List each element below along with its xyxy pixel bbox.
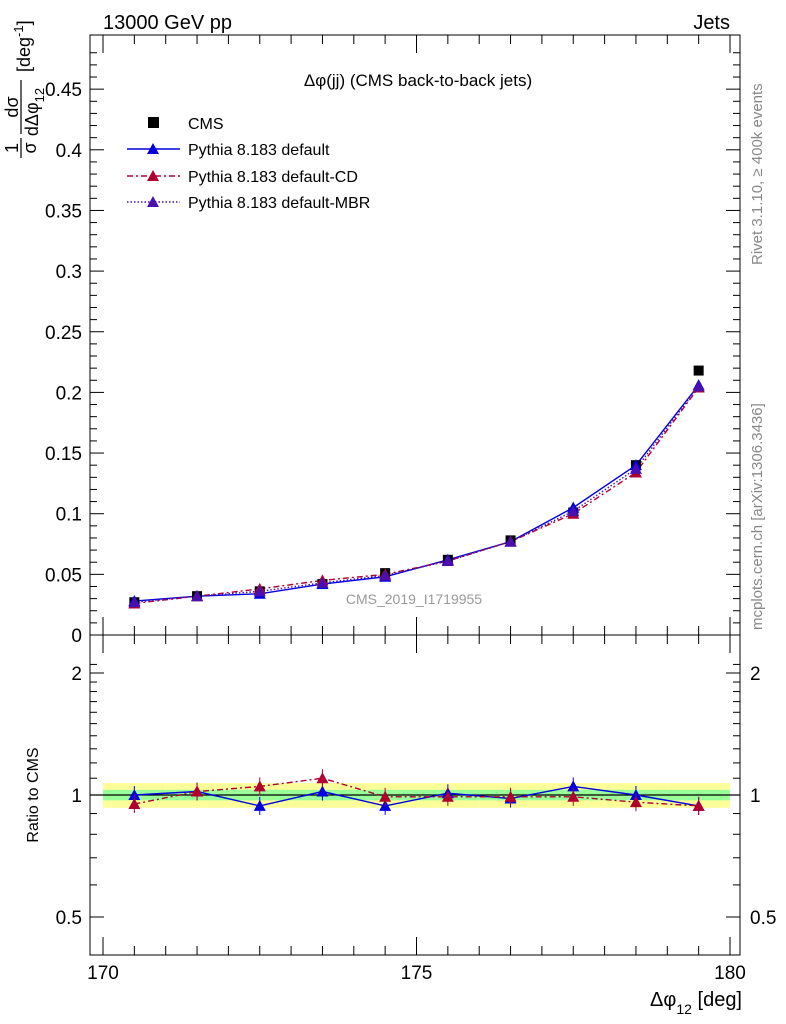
main-ytick-label: 0.25 — [45, 323, 82, 344]
ylabel-units: [deg-1] — [11, 20, 34, 72]
main-ytick-label: 0.45 — [45, 80, 82, 101]
main-ytick-label: 0 — [71, 626, 82, 647]
ylabel-fraction-one-den: σ — [20, 142, 40, 153]
analysis-watermark: CMS_2019_I1719955 — [346, 591, 482, 607]
ratio-ytick-label-right: 2 — [750, 664, 761, 685]
ratio-xtick-label: 170 — [87, 963, 119, 984]
main-y-axis-label: 1 σ dσ dΔφ12 [deg-1] — [2, 20, 47, 158]
ratio-ytick-label-right: 0.5 — [750, 908, 776, 929]
ratio-point-cd — [191, 785, 204, 797]
ratio-xtick-label: 180 — [714, 963, 746, 984]
ratio-ytick-label: 0.5 — [56, 908, 82, 929]
ylabel-fraction-dsigma: dσ — [2, 96, 22, 117]
legend-label-default: Pythia 8.183 default — [188, 142, 330, 159]
main-point-cms — [693, 365, 704, 376]
legend-marker-mbr — [147, 196, 159, 207]
ratio-ytick-label-right: 1 — [750, 786, 761, 807]
main-line-mbr — [134, 385, 700, 603]
main-point-mbr — [441, 555, 454, 567]
main-point-mbr — [629, 462, 642, 474]
ratio-ytick-label: 1 — [71, 786, 82, 807]
main-series-layer — [128, 365, 705, 609]
header-energy-label: 13000 GeV pp — [103, 12, 232, 34]
main-ytick-label: 0.2 — [56, 383, 82, 404]
main-ytick-label: 0.15 — [45, 444, 82, 465]
main-title: Δφ(jj) (CMS back-to-back jets) — [304, 71, 532, 90]
ratio-ytick-label: 2 — [71, 664, 82, 685]
main-line-cd — [134, 387, 700, 605]
ratio-xtick-label: 175 — [401, 963, 433, 984]
ratio-point-default — [567, 780, 580, 792]
ratio-panel: 0.5 0.5 1 1 2 2 170 175 180 Ratio to CMS Δφ12 [d… — [25, 634, 776, 1017]
ratio-point-cd — [629, 796, 642, 808]
ratio-axis-ticks: 0.5 0.5 1 1 2 2 170 175 180 — [56, 635, 776, 984]
main-ytick-label: 0.4 — [56, 141, 83, 162]
main-axis-ticks: 0 0.05 0.1 0.15 0.2 0.25 0.3 0.35 0.4 0.45 — [45, 35, 740, 647]
legend-label-cd: Pythia 8.183 default-CD — [188, 169, 358, 186]
ratio-point-cd — [504, 790, 517, 802]
main-ytick-label: 0.35 — [45, 201, 82, 222]
ratio-point-cd — [441, 790, 454, 802]
ratio-point-default — [253, 799, 266, 811]
main-panel: 0 0.05 0.1 0.15 0.2 0.25 0.3 0.35 0.4 0.45 Δφ(jj)… — [2, 20, 741, 647]
ratio-line-default — [134, 785, 699, 807]
main-point-mbr — [191, 590, 204, 602]
rivet-version-label: Rivet 3.1.10, ≥ 400k events — [749, 83, 766, 265]
main-point-mbr — [379, 569, 392, 581]
ratio-point-cd — [692, 799, 705, 811]
ylabel-fraction-ddphi: dΔφ12 — [22, 88, 47, 136]
x-axis-label: Δφ12 [deg] — [650, 989, 742, 1017]
ratio-series-layer — [128, 769, 705, 815]
main-point-mbr — [316, 576, 329, 588]
ratio-point-cd — [379, 790, 392, 802]
main-point-mbr — [504, 535, 517, 547]
ratio-point-cd — [128, 798, 141, 810]
header-process-label: Jets — [693, 12, 730, 34]
ratio-point-cd — [316, 772, 329, 784]
legend-marker-cms — [148, 117, 159, 128]
main-ytick-label: 0.05 — [45, 565, 82, 586]
legend: CMS Pythia 8.183 default Pythia 8.183 defa… — [127, 116, 370, 212]
legend-marker-cd — [147, 170, 159, 181]
legend-label-mbr: Pythia 8.183 default-MBR — [188, 195, 370, 212]
ratio-point-cd — [567, 790, 580, 802]
main-ytick-label: 0.3 — [56, 262, 82, 283]
legend-marker-default — [147, 143, 159, 154]
legend-label-cms: CMS — [188, 116, 224, 133]
main-point-mbr — [692, 380, 705, 392]
ratio-point-default — [316, 785, 329, 797]
mcplots-source-label: mcplots.cern.ch [arXiv:1306.3436] — [749, 403, 766, 630]
ratio-point-default — [128, 789, 141, 800]
ratio-y-axis-label: Ratio to CMS — [25, 747, 42, 842]
main-point-mbr — [567, 505, 580, 517]
main-point-mbr — [128, 596, 141, 608]
main-ytick-label: 0.1 — [56, 505, 82, 526]
ratio-point-cd — [253, 780, 266, 792]
ylabel-fraction-one-num: 1 — [2, 143, 22, 153]
main-point-mbr — [253, 585, 266, 597]
ratio-frame — [89, 634, 741, 956]
